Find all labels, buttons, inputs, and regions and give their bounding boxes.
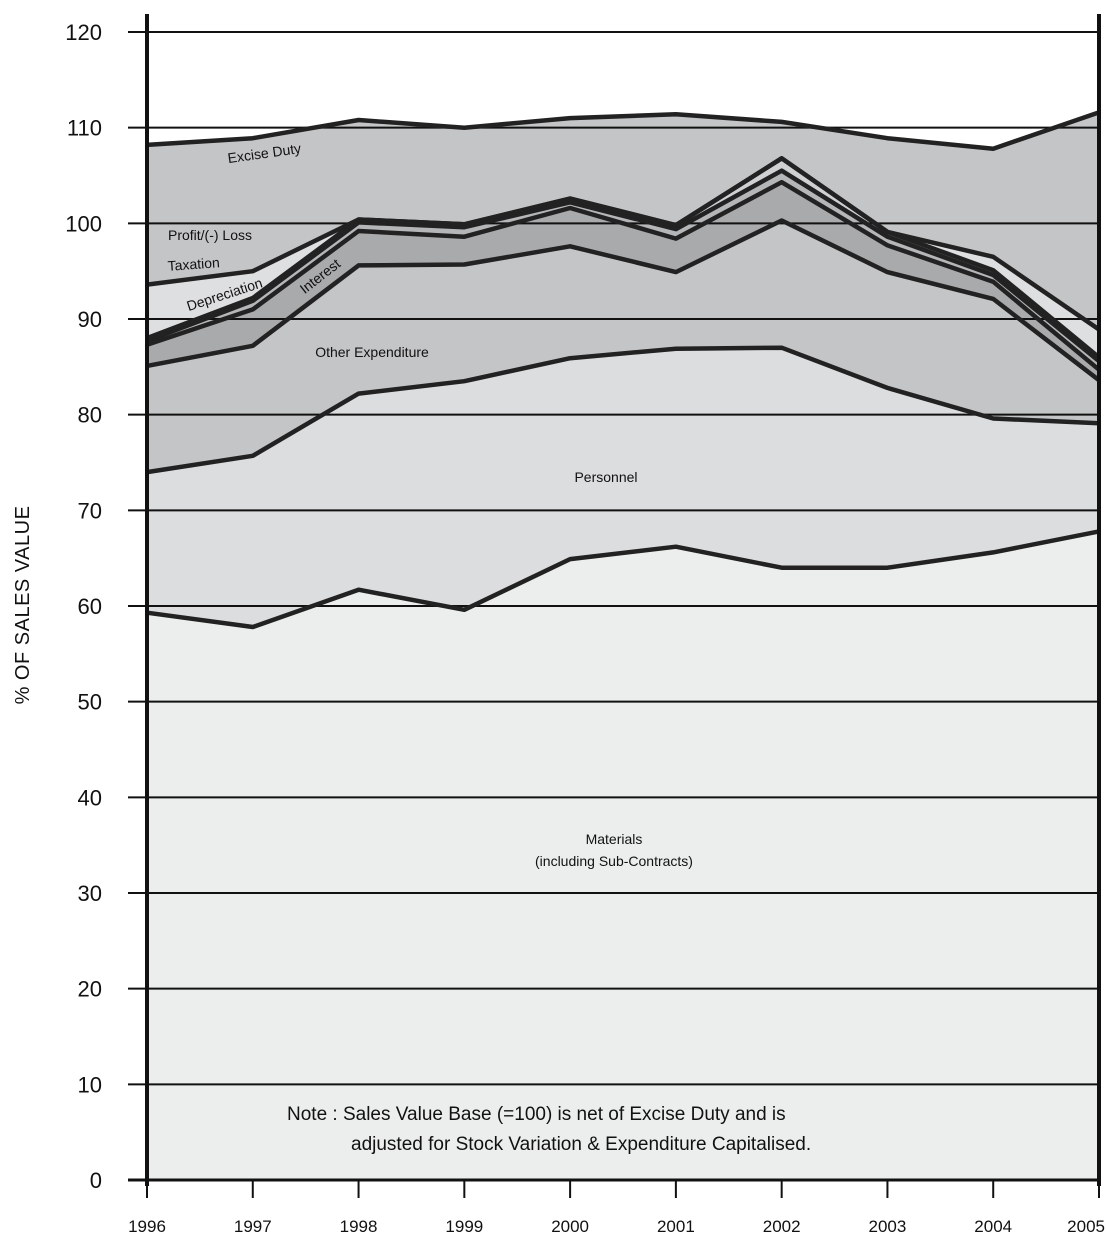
line-materials-including-sub-contracts: [146, 529, 1100, 630]
y-tick-label: 100: [65, 211, 102, 236]
y-tick-label: 0: [90, 1168, 102, 1193]
y-tick-label: 110: [67, 116, 102, 141]
x-tick-label: 2004: [974, 1217, 1012, 1235]
gridlines: [128, 31, 1099, 1181]
area-excise-duty: [147, 112, 1099, 330]
y-tick-labels: 0 10 20 30 40 50 60 70 80 90 100 110 120: [65, 20, 102, 1193]
y-tick-label: 120: [65, 20, 102, 45]
y-tick-label: 90: [78, 307, 102, 332]
x-tick-label: 1996: [128, 1217, 166, 1235]
materials-label-line1: Materials: [586, 831, 643, 847]
materials-label-line2: (including Sub-Contracts): [535, 853, 693, 869]
line-interest: [146, 179, 1101, 372]
x-tick-labels: 1996 1997 1998 1999 2000 2001 2002 2003 2004 2005: [128, 1217, 1105, 1235]
y-tick-label: 40: [78, 785, 102, 810]
area-personnel: [147, 347, 1099, 627]
y-tick-label: 60: [78, 594, 102, 619]
line-depreciation: [146, 168, 1101, 363]
note-line2: adjusted for Stock Variation & Expenditu…: [351, 1134, 811, 1155]
axes: [128, 14, 1101, 1198]
x-tick-label: 2000: [551, 1217, 589, 1235]
y-tick-label: 80: [78, 403, 102, 428]
note-line1: Note : Sales Value Base (=100) is net of…: [287, 1104, 786, 1125]
x-tick-label: 2005: [1067, 1217, 1105, 1235]
area-materials-including-sub-contracts: [147, 531, 1099, 1180]
other-expenditure-label: Other Expenditure: [315, 344, 429, 360]
x-tick-label: 1998: [340, 1217, 378, 1235]
x-tick-label: 1999: [445, 1217, 483, 1235]
taxation-label: Taxation: [167, 254, 220, 274]
y-tick-label: 30: [78, 881, 102, 906]
y-tick-label: 10: [78, 1072, 102, 1097]
line-personnel: [146, 345, 1100, 475]
line-profit-loss: [146, 156, 1101, 332]
x-tick-label: 2001: [657, 1217, 695, 1235]
profit-loss-label: Profit/(-) Loss: [168, 227, 252, 243]
y-tick-label: 50: [78, 690, 102, 715]
line-other-expenditure: [146, 218, 1101, 382]
area-other-expenditure: [147, 220, 1099, 473]
y-tick-label: 20: [78, 977, 102, 1002]
personnel-label: Personnel: [574, 469, 637, 485]
y-axis-label: % OF SALES VALUE: [12, 506, 34, 705]
x-tick-label: 2002: [763, 1217, 801, 1235]
x-tick-label: 2003: [869, 1217, 907, 1235]
y-tick-label: 70: [78, 498, 102, 523]
x-tick-label: 1997: [234, 1217, 272, 1235]
line-excise-duty: [146, 110, 1100, 151]
series-lines: [146, 110, 1101, 630]
